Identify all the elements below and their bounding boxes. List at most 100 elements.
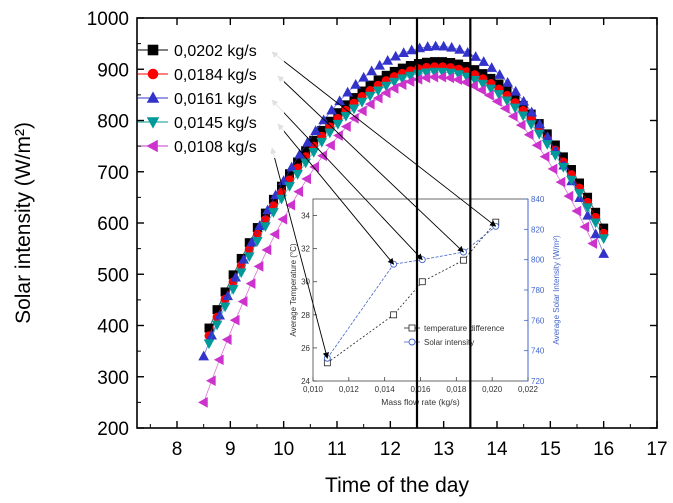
data-point xyxy=(277,213,288,225)
legend-label: 0,0161 kg/s xyxy=(174,91,257,108)
data-point xyxy=(261,244,272,256)
data-point xyxy=(374,59,386,70)
data-point xyxy=(205,375,216,387)
inset-y2-tick-label: 840 xyxy=(531,195,545,204)
inset-x-axis-label: Mass flow rate (kg/s) xyxy=(381,397,460,407)
legend-marker xyxy=(147,44,159,56)
legend-marker xyxy=(146,139,158,153)
data-point xyxy=(219,302,231,313)
legend-marker xyxy=(146,117,160,129)
data-point xyxy=(301,173,312,185)
inset-legend-label: temperature difference xyxy=(424,324,505,333)
inset-chart: 0,010 0,012 0,014 0,016 0,018 0,020 0,022 24 26 2… xyxy=(289,195,561,407)
inset-y2-tick-label: 820 xyxy=(531,225,545,234)
annotation-arrow xyxy=(270,147,329,359)
x-tick-label: 11 xyxy=(327,439,347,460)
inset-y-tick-label: 24 xyxy=(301,377,310,386)
y-tick-label: 500 xyxy=(97,265,129,286)
data-point xyxy=(325,139,335,151)
data-point xyxy=(478,56,490,66)
data-point xyxy=(550,151,561,161)
y-tick-label: 600 xyxy=(97,214,129,235)
main-axes: 8 9 10 11 12 13 14 15 16 17 200 300 400 500 600 700 800 9… xyxy=(12,9,668,497)
y-tick-label: 1000 xyxy=(87,9,129,30)
inset-y-tick-label: 28 xyxy=(301,311,310,320)
inset-y-tick-label: 30 xyxy=(301,278,310,287)
data-point xyxy=(446,41,458,52)
annotation-arrow xyxy=(277,123,395,265)
data-point xyxy=(438,40,450,51)
data-point xyxy=(237,296,248,307)
data-point xyxy=(539,151,550,162)
data-point xyxy=(245,278,256,289)
data-point xyxy=(211,320,223,331)
legend-marker xyxy=(146,91,160,103)
data-point xyxy=(292,170,303,180)
data-point xyxy=(510,85,522,96)
data-point xyxy=(541,140,553,150)
data-point xyxy=(484,89,494,101)
data-point xyxy=(582,209,594,220)
data-point xyxy=(366,65,378,76)
data-point xyxy=(501,96,513,107)
data-point xyxy=(555,176,566,188)
data-point xyxy=(198,350,210,361)
data-point xyxy=(358,71,370,82)
inset-y-tick-label: 32 xyxy=(301,245,310,254)
inset-temperature-point xyxy=(390,311,398,319)
x-tick-label: 14 xyxy=(486,439,508,460)
data-point xyxy=(238,253,250,264)
data-point xyxy=(590,218,601,229)
inset-temperature-point xyxy=(418,278,426,286)
data-point xyxy=(253,261,264,272)
data-point xyxy=(269,228,280,240)
inset-x-tick-label: 0,022 xyxy=(518,385,539,394)
legend-label: 0,0108 kg/s xyxy=(174,139,257,156)
inset-x-tick-label: 0,016 xyxy=(410,385,431,394)
data-point xyxy=(533,129,545,140)
data-point xyxy=(534,118,546,129)
inset-y-tick-label: 26 xyxy=(301,344,310,353)
x-tick-label: 10 xyxy=(273,439,294,460)
legend: 0,0202 kg/s 0,0184 kg/s 0,0161 kg/s 0,0145 … xyxy=(128,38,284,158)
data-point xyxy=(341,121,351,132)
data-point xyxy=(563,190,574,202)
data-point xyxy=(493,90,505,100)
data-point xyxy=(476,84,486,96)
x-tick-label: 13 xyxy=(433,439,454,460)
data-point xyxy=(251,236,263,247)
data-point xyxy=(430,40,442,51)
data-point xyxy=(260,222,271,232)
inset-y2-tick-label: 740 xyxy=(531,347,545,356)
data-point xyxy=(579,221,590,233)
inset-legend-label: Solar intensity xyxy=(424,338,474,347)
inset-y-axis-label: Average Temperature (°C) xyxy=(289,243,298,337)
data-point xyxy=(525,120,537,131)
data-point xyxy=(494,69,506,79)
data-point xyxy=(571,205,582,217)
data-point xyxy=(515,119,526,131)
inset-y2-tick-label: 760 xyxy=(531,316,545,325)
data-point xyxy=(531,139,542,151)
y-tick-label: 400 xyxy=(97,317,129,338)
data-point xyxy=(198,397,208,408)
data-point xyxy=(491,96,502,107)
data-point xyxy=(507,110,518,122)
data-point xyxy=(243,252,255,263)
legend-label: 0,0184 kg/s xyxy=(174,67,257,84)
x-tick-label: 12 xyxy=(380,439,401,460)
inset-y2-axis-label: Average Solar Intensity (W/m²) xyxy=(552,235,561,345)
inset-y2-tick-label: 800 xyxy=(531,256,545,265)
data-point xyxy=(598,234,610,245)
data-point xyxy=(203,339,215,350)
data-point xyxy=(206,329,218,340)
data-point xyxy=(518,95,530,106)
data-point xyxy=(221,334,232,345)
y-tick-label: 200 xyxy=(97,419,129,440)
data-point xyxy=(547,163,558,175)
y-tick-label: 900 xyxy=(97,60,129,81)
data-point xyxy=(509,103,521,114)
inset-x-tick-label: 0,018 xyxy=(446,385,467,394)
